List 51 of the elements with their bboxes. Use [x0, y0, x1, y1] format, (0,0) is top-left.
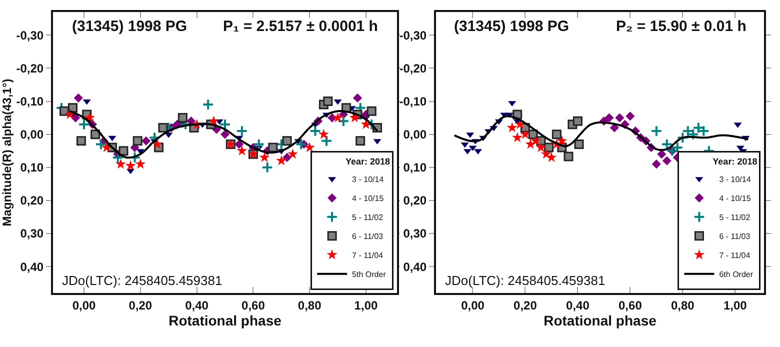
x-tick-label: 0,20 [514, 298, 538, 312]
y-tick-label: 0,10 [403, 160, 427, 175]
legend-label: 3 - 10/14 [719, 175, 752, 184]
legend-label: 4 - 10/15 [352, 194, 384, 204]
x-tick-label: 0,20 [128, 298, 152, 312]
y-tick-label: 0,00 [403, 128, 427, 142]
y-tick-label: 0,30 [20, 226, 44, 241]
y-tick-label: 0,30 [403, 226, 427, 241]
x-axis-title: Rotational phase [544, 312, 657, 328]
annotation: JDo(LTC): 2458405.459381 [445, 273, 606, 288]
legend-label: 6 - 11/03 [719, 232, 751, 242]
y-tick-label: -0,30 [399, 28, 427, 42]
x-tick-label: 0,80 [298, 298, 322, 312]
y-tick-label: 0,20 [20, 194, 44, 208]
chart-title: (31345) 1998 PG [72, 18, 188, 35]
x-tick-label: 0,00 [72, 298, 96, 312]
x-tick-label: 0,80 [670, 298, 695, 312]
x-tick-label: 0,60 [242, 298, 266, 312]
legend-label: 7 - 11/04 [719, 251, 751, 260]
x-tick-label: 1,00 [723, 298, 748, 312]
y-tick-label: -0,10 [399, 94, 427, 108]
annotation: JDo(LTC): 2458405.459381 [62, 273, 222, 288]
x-tick-label: 0,60 [618, 298, 642, 312]
y-tick-label: -0,20 [399, 61, 427, 76]
legend-label: 5 - 11/02 [352, 213, 384, 222]
legend-title: Year: 2018 [346, 156, 390, 166]
x-tick-label: 0,40 [566, 298, 590, 312]
y-tick-label: 0,40 [403, 260, 427, 274]
legend-label: 7 - 11/04 [352, 251, 384, 260]
y-tick-label: 0,00 [20, 128, 44, 142]
legend-title: Year: 2018 [712, 156, 758, 166]
y-tick-label: 0,20 [403, 194, 427, 208]
x-axis-title: Rotational phase [168, 312, 282, 328]
chart-subtitle: P₂ = 15.90 ± 0.01 h [616, 18, 746, 35]
legend-label: 6 - 11/03 [352, 232, 384, 242]
legend-label: 3 - 10/14 [352, 175, 384, 184]
y-tick-label: -0,10 [16, 94, 44, 108]
legend-label: 4 - 10/15 [719, 194, 752, 204]
legend-label: 5 - 11/02 [719, 213, 751, 222]
y-tick-label: 0,40 [20, 260, 44, 274]
y-tick-label: -0,30 [16, 28, 44, 42]
legend-label: 5th Order [352, 270, 386, 280]
x-tick-label: 1,00 [354, 298, 378, 312]
y-tick-label: -0,20 [16, 61, 44, 76]
legend-label: 6th Order [719, 270, 754, 280]
chart-subtitle: P₁ = 2.5157 ± 0.0001 h [223, 18, 378, 35]
y-tick-label: 0,10 [20, 160, 44, 175]
y-axis-title: Magnitude(R) alpha(43,1°) [0, 78, 14, 226]
chart-title: (31345) 1998 PG [454, 18, 570, 35]
x-tick-label: 0,00 [461, 298, 485, 312]
x-tick-label: 0,40 [185, 298, 209, 312]
